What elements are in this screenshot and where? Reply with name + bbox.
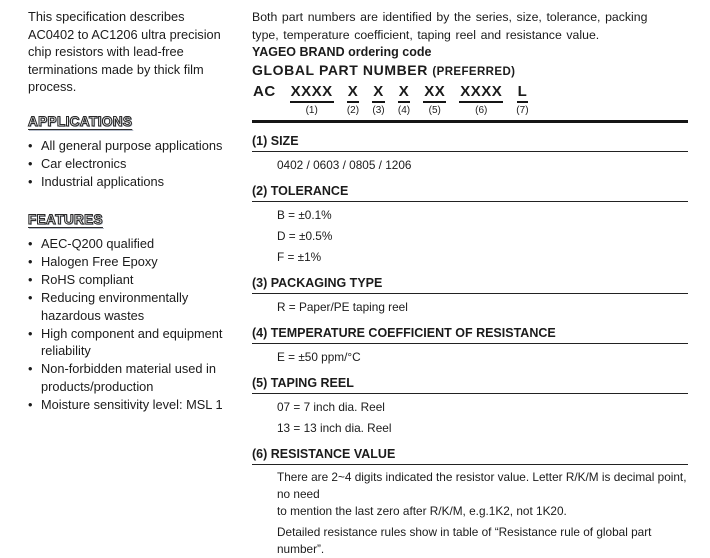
- part-code-group-text: X: [397, 84, 411, 103]
- part-code-group-number: (4): [397, 105, 411, 116]
- part-code-group-text: XXXX: [459, 84, 504, 103]
- size-options: 0402 / 0603 / 0805 / 1206: [277, 158, 412, 172]
- section-body-tcr: E = ±50 ppm/°C: [252, 349, 688, 365]
- bullet-icon: •: [28, 173, 33, 189]
- part-code-group-number: (3): [372, 105, 385, 116]
- list-item-label: RoHS compliant: [41, 272, 134, 287]
- divider-thick: [252, 120, 688, 123]
- section-heading-packaging: (3) PACKAGING TYPE: [252, 275, 688, 294]
- part-code-group-number: (7): [516, 105, 529, 116]
- section-body-tolerance: B = ±0.1% D = ±0.5% F = ±1%: [252, 207, 688, 265]
- global-part-number-suffix: (PREFERRED): [432, 66, 516, 78]
- part-code-prefix: AC: [252, 84, 277, 101]
- list-item: • Industrial applications: [28, 173, 242, 191]
- list-item-label: AEC-Q200 qualified: [41, 236, 155, 251]
- list-item: • All general purpose applications: [28, 137, 242, 155]
- taping-reel-option: 13 = 13 inch dia. Reel: [277, 421, 392, 435]
- bullet-icon: •: [28, 272, 33, 287]
- list-item-label: Halogen Free Epoxy: [41, 254, 158, 269]
- part-code-group-1: XXXX (1): [289, 84, 334, 116]
- tcr-option: E = ±50 ppm/°C: [277, 350, 361, 364]
- list-item-label: Industrial applications: [41, 173, 165, 189]
- part-code-group-number: (2): [346, 105, 360, 116]
- list-item: • Halogen Free Epoxy: [28, 253, 242, 271]
- list-item: • Car electronics: [28, 155, 242, 173]
- tolerance-option: F = ±1%: [277, 250, 322, 264]
- global-part-number-heading: GLOBAL PART NUMBER (PREFERRED): [252, 61, 688, 79]
- section-body-resistance-value: There are 2~4 digits indicated the resis…: [252, 469, 688, 558]
- part-number-intro-paragraph: Both part numbers are identified by the …: [252, 10, 648, 42]
- bullet-icon: •: [28, 396, 33, 412]
- bullet-icon: •: [28, 325, 33, 341]
- features-heading: FEATURES: [28, 212, 104, 228]
- section-heading-tolerance: (2) TOLERANCE: [252, 183, 688, 202]
- part-code-group-6: XXXX (6): [459, 84, 504, 116]
- part-code-group-number: (6): [475, 105, 488, 116]
- section-body-taping-reel: 07 = 7 inch dia. Reel 13 = 13 inch dia. …: [252, 399, 688, 436]
- part-code-group-text: XX: [423, 84, 447, 103]
- list-item: • Non-forbidden material used in product…: [28, 360, 242, 395]
- part-code-diagram: AC XXXX (1) X (2) X (3) X (4) XX (5): [252, 84, 688, 117]
- applications-list: • All general purpose applications • Car…: [28, 137, 242, 191]
- section-heading-taping-reel: (5) TAPING REEL: [252, 375, 688, 394]
- part-code-group-4: X (4): [397, 84, 411, 116]
- list-item-label: High component and equipment reliability: [41, 325, 223, 359]
- part-code-group-5: XX (5): [423, 84, 447, 116]
- part-code-group-text: X: [346, 84, 360, 103]
- list-item: • AEC-Q200 qualified: [28, 235, 242, 253]
- list-item-label: Non-forbidden material used in products/…: [41, 361, 216, 394]
- description-paragraph: This specification describes AC0402 to A…: [28, 9, 221, 94]
- packaging-option: R = Paper/PE taping reel: [277, 300, 408, 314]
- ordering-code-label: YAGEO BRAND ordering code: [252, 45, 432, 59]
- features-list: • AEC-Q200 qualified • Halogen Free Epox…: [28, 235, 242, 413]
- part-code-group-text: X: [372, 84, 385, 103]
- list-item-label: Moisture sensitivity level: MSL 1: [41, 396, 223, 412]
- list-item: • Reducing environmentally hazardous was…: [28, 289, 242, 324]
- part-code-group-number: (5): [428, 105, 441, 116]
- list-item: • Moisture sensitivity level: MSL 1: [28, 396, 242, 414]
- bullet-icon: •: [28, 236, 33, 251]
- datasheet-page: This specification describes AC0402 to A…: [27, 8, 688, 556]
- bullet-icon: •: [28, 290, 33, 305]
- tolerance-option: B = ±0.1%: [277, 208, 332, 222]
- section-body-size: 0402 / 0603 / 0805 / 1206: [252, 157, 688, 173]
- resistance-value-note: There are 2~4 digits indicated the resis…: [277, 470, 687, 518]
- right-column: Both part numbers are identified by the …: [252, 8, 688, 558]
- part-code-group-7: L (7): [516, 84, 529, 117]
- list-item-label: Car electronics: [41, 155, 127, 171]
- part-code-group-number: (1): [305, 105, 318, 116]
- section-heading-resistance-value: (6) RESISTANCE VALUE: [252, 446, 688, 465]
- section-heading-size: (1) SIZE: [252, 133, 688, 152]
- bullet-icon: •: [28, 361, 33, 376]
- resistance-rules-reference: Detailed resistance rules show in table …: [277, 525, 652, 556]
- list-item-label: All general purpose applications: [41, 137, 223, 153]
- part-code-group-text: XXXX: [289, 84, 334, 103]
- list-item: • RoHS compliant: [28, 271, 242, 289]
- taping-reel-option: 07 = 7 inch dia. Reel: [277, 400, 385, 414]
- bullet-icon: •: [28, 254, 33, 269]
- section-body-packaging: R = Paper/PE taping reel: [252, 299, 688, 315]
- part-code-prefix-text: AC: [253, 83, 276, 100]
- list-item: • High component and equipment reliabili…: [28, 325, 242, 360]
- part-code-group-text: L: [516, 84, 529, 103]
- list-item-label: Reducing environmentally hazardous waste…: [41, 290, 189, 323]
- part-code-group-3: X (3): [372, 84, 385, 116]
- left-column: This specification describes AC0402 to A…: [27, 8, 242, 414]
- tolerance-option: D = ±0.5%: [277, 229, 333, 243]
- bullet-icon: •: [28, 155, 33, 171]
- global-part-number-title: GLOBAL PART NUMBER: [252, 62, 428, 78]
- section-heading-tcr: (4) TEMPERATURE COEFFICIENT OF RESISTANC…: [252, 325, 688, 344]
- part-code-group-2: X (2): [346, 84, 360, 116]
- bullet-icon: •: [28, 137, 33, 153]
- applications-heading: APPLICATIONS: [27, 113, 133, 129]
